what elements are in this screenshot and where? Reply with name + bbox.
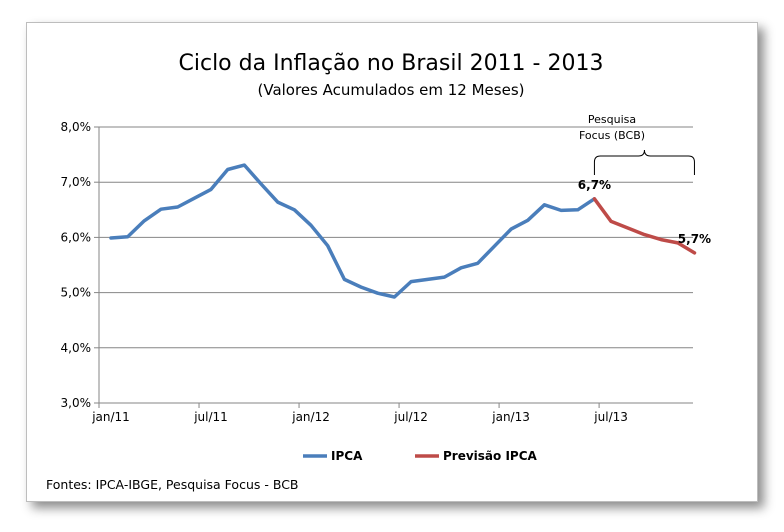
y-axis: 3,0% 4,0% 5,0% 6,0% 7,0% 8,0% — [61, 120, 100, 410]
annotation-line-1: Pesquisa — [588, 113, 636, 126]
data-label: 6,7% — [578, 178, 611, 192]
y-tick-label: 7,0% — [61, 175, 92, 189]
x-tick-label: jul/12 — [393, 410, 428, 424]
gridlines — [99, 126, 693, 349]
legend-label-ipca: IPCA — [331, 449, 363, 463]
data-labels: 6,7% 5,7% — [578, 178, 711, 246]
y-tick-label: 8,0% — [61, 120, 92, 134]
y-tick-label: 4,0% — [61, 341, 92, 355]
annotation-line-2: Focus (BCB) — [579, 129, 645, 142]
line-chart: Ciclo da Inflação no Brasil 2011 - 2013 … — [46, 51, 711, 492]
legend: IPCA Previsão IPCA — [303, 449, 538, 463]
x-tick-label: jul/11 — [193, 410, 228, 424]
annotation-brace — [593, 149, 695, 175]
y-tick-label: 6,0% — [61, 230, 92, 244]
series-line-ipca — [109, 163, 597, 299]
series-lines — [109, 163, 697, 299]
x-tick-label: jan/12 — [291, 410, 330, 424]
x-tick-label: jan/11 — [91, 410, 130, 424]
data-label: 5,7% — [678, 232, 711, 246]
source-note: Fontes: IPCA-IBGE, Pesquisa Focus - BCB — [46, 477, 299, 492]
chart-subtitle: (Valores Acumulados em 12 Meses) — [258, 81, 525, 99]
y-tick-label: 5,0% — [61, 286, 92, 300]
x-tick-label: jul/13 — [593, 410, 628, 424]
chart-title: Ciclo da Inflação no Brasil 2011 - 2013 — [179, 51, 604, 76]
series-line-forecast — [592, 197, 697, 255]
x-axis: jan/11 jul/11 jan/12 jul/12 jan/13 jul/13 — [91, 402, 693, 424]
chart-frame: Ciclo da Inflação no Brasil 2011 - 2013 … — [26, 22, 758, 502]
focus-annotation: Pesquisa Focus (BCB) — [579, 113, 695, 175]
y-tick-label: 3,0% — [61, 396, 92, 410]
legend-label-forecast: Previsão IPCA — [443, 449, 538, 463]
x-tick-label: jan/13 — [491, 410, 530, 424]
